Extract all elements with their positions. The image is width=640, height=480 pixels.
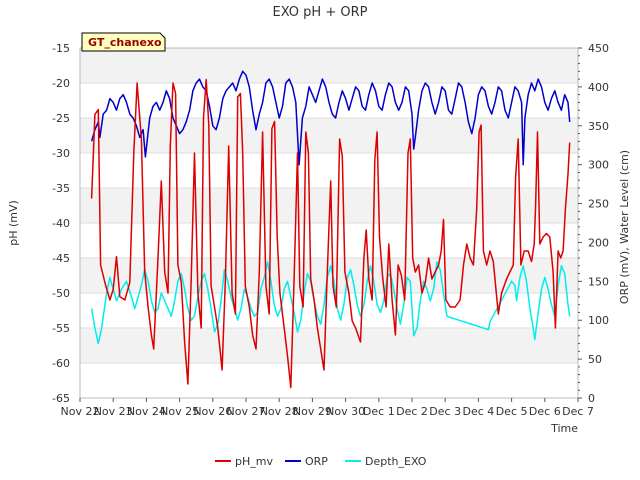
- x-tick-label: Nov 22: [61, 405, 100, 418]
- legend-label: pH_mv: [235, 455, 273, 468]
- right-tick-label: 300: [588, 159, 609, 172]
- right-tick-label: 100: [588, 314, 609, 327]
- left-axis-label: pH (mV): [7, 200, 20, 246]
- legend: pH_mv ORP Depth_EXO: [215, 455, 427, 468]
- station-label-box: GT_chanexo: [81, 32, 166, 52]
- grid-band: [80, 118, 578, 153]
- left-tick-label: -35: [52, 182, 70, 195]
- right-tick-label: 200: [588, 236, 609, 249]
- left-tick-label: -45: [52, 252, 70, 265]
- right-axis: 0 50 100 150 200 250 300 350 400 450: [578, 42, 609, 405]
- right-tick-label: 150: [588, 275, 609, 288]
- x-tick-label: Nov 25: [160, 405, 199, 418]
- plot-frame: [79, 47, 579, 399]
- left-tick-label: -15: [52, 42, 70, 55]
- left-tick-label: -25: [52, 112, 70, 125]
- x-axis-label: Time: [550, 422, 578, 435]
- series-line-depth-exo: [90, 261, 571, 345]
- x-tick-label: Nov 29: [293, 405, 332, 418]
- x-tick-label: Nov 30: [326, 405, 365, 418]
- left-tick-label: -20: [52, 77, 70, 90]
- left-tick-label: -40: [52, 217, 70, 230]
- x-tick-label: Dec 2: [396, 405, 428, 418]
- x-tick-label: Nov 28: [260, 405, 299, 418]
- series-layer: [90, 70, 571, 389]
- right-tick-label: 0: [588, 392, 595, 405]
- alternating-bands: [80, 48, 578, 363]
- x-tick-label: Dec 5: [496, 405, 528, 418]
- x-tick-label: Dec 7: [562, 405, 594, 418]
- chart-title: EXO pH + ORP: [273, 5, 368, 20]
- x-tick-label: Dec 1: [363, 405, 395, 418]
- x-tick-label: Nov 23: [94, 405, 133, 418]
- left-tick-label: -65: [52, 392, 70, 405]
- series-line-ph-mv: [90, 78, 571, 389]
- grid-band: [80, 48, 578, 83]
- x-tick-label: Nov 26: [193, 405, 232, 418]
- station-label: GT_chanexo: [88, 36, 162, 49]
- right-axis-label: ORP (mV), Water Level (cm): [618, 150, 631, 304]
- station-label-background: [81, 32, 166, 52]
- right-tick-label: 350: [588, 120, 609, 133]
- left-axis: -15 -20 -25 -30 -35 -40 -45 -50 -55 -60 -65: [52, 42, 70, 405]
- legend-label: ORP: [305, 455, 328, 468]
- x-tick-label: Nov 27: [227, 405, 266, 418]
- grid-band: [80, 328, 578, 363]
- left-tick-label: -55: [52, 322, 70, 335]
- legend-label: Depth_EXO: [365, 455, 427, 468]
- right-tick-label: 50: [588, 353, 602, 366]
- right-tick-label: 250: [588, 198, 609, 211]
- left-tick-label: -50: [52, 287, 70, 300]
- right-tick-label: 450: [588, 42, 609, 55]
- x-tick-label: Dec 4: [463, 405, 495, 418]
- x-tick-label: Dec 6: [529, 405, 561, 418]
- x-tick-label: Dec 3: [429, 405, 461, 418]
- x-tick-label: Nov 24: [127, 405, 166, 418]
- left-tick-label: -60: [52, 357, 70, 370]
- right-tick-label: 400: [588, 81, 609, 94]
- left-tick-label: -30: [52, 147, 70, 160]
